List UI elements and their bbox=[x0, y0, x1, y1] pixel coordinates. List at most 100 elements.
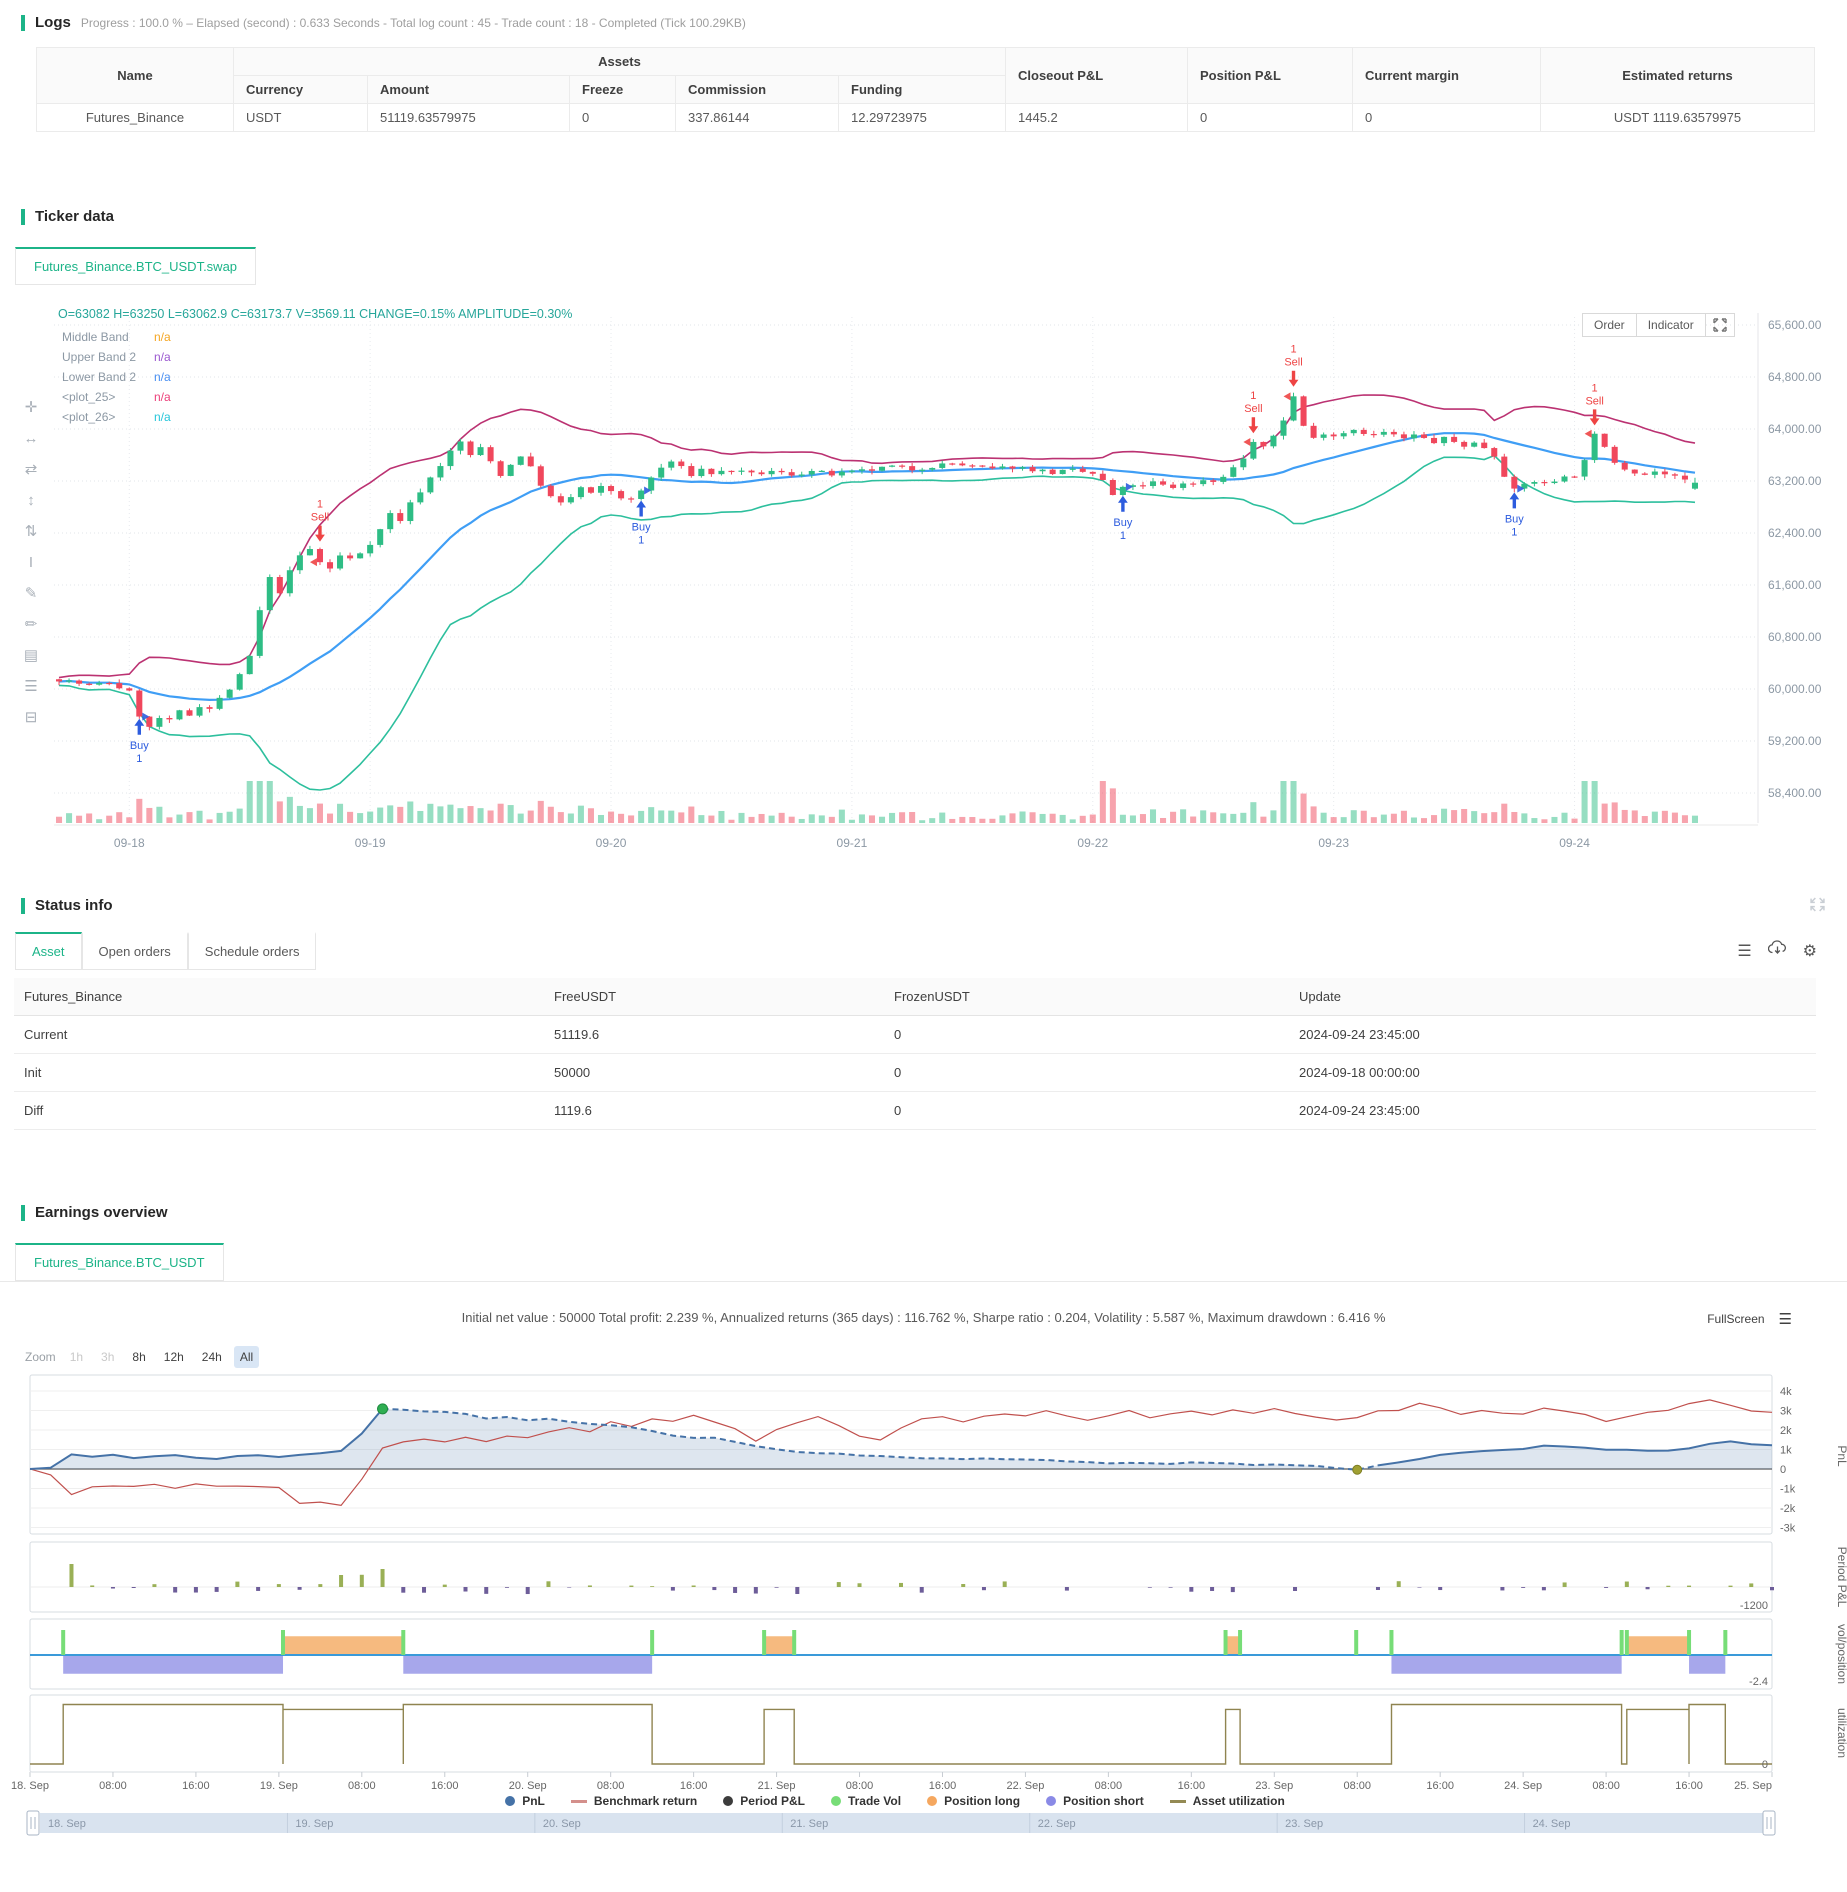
svg-text:-2.4: -2.4 bbox=[1749, 1676, 1768, 1688]
svg-text:22. Sep: 22. Sep bbox=[1038, 1818, 1076, 1830]
range-icon[interactable]: ⇅ bbox=[24, 523, 38, 540]
candle bbox=[949, 463, 956, 465]
settings-lines-icon[interactable]: ☰ bbox=[24, 678, 38, 695]
earnings-chart[interactable]: 4k 3k 2k 1k 0 -1k -2k -3k -1200 -2.4 0 PnL Period P&… bbox=[0, 1372, 1847, 1842]
menu-icon[interactable]: ☰ bbox=[1737, 942, 1752, 960]
candle bbox=[1380, 431, 1387, 435]
candlestick-svg[interactable]: 65,600.00 64,800.00 64,000.00 63,200.00 62,4… bbox=[0, 299, 1847, 857]
cell-update: 2024-09-18 00:00:00 bbox=[1289, 1053, 1816, 1092]
zoom-option-24h[interactable]: 24h bbox=[201, 1350, 222, 1364]
candle bbox=[868, 469, 875, 471]
cell-free: 50000 bbox=[544, 1053, 884, 1092]
svg-text:16:00: 16:00 bbox=[1426, 1780, 1454, 1792]
crosshair-icon[interactable]: ✛ bbox=[24, 399, 38, 416]
candle bbox=[959, 463, 966, 466]
candle bbox=[1441, 436, 1448, 444]
tab-asset[interactable]: Asset bbox=[15, 932, 82, 970]
candle bbox=[326, 562, 334, 569]
candle bbox=[798, 474, 805, 476]
legend-item-period-p-l[interactable]: Period P&L bbox=[723, 1794, 805, 1808]
svg-text:18. Sep: 18. Sep bbox=[11, 1780, 49, 1792]
fullscreen-button[interactable]: FullScreen bbox=[1707, 1312, 1765, 1326]
svg-text:Sell: Sell bbox=[1585, 395, 1603, 407]
svg-text:Sell: Sell bbox=[1244, 403, 1262, 415]
legend-line-icon bbox=[1169, 1799, 1186, 1803]
zoom-option-all[interactable]: All bbox=[233, 1346, 260, 1368]
svg-text:1: 1 bbox=[1250, 390, 1256, 402]
svg-text:16:00: 16:00 bbox=[182, 1780, 210, 1792]
candle bbox=[1240, 458, 1247, 468]
parallel-lines-icon[interactable]: ⇄ bbox=[24, 461, 38, 478]
cell-amount: 51119.63579975 bbox=[367, 103, 570, 132]
zoom-option-8h[interactable]: 8h bbox=[132, 1350, 146, 1364]
indicator-row: <plot_26> n/a bbox=[62, 410, 171, 424]
navigator-right-handle[interactable] bbox=[1762, 1810, 1776, 1836]
pattern-icon[interactable]: ▤ bbox=[23, 647, 39, 664]
svg-text:0: 0 bbox=[1762, 1759, 1768, 1771]
candle bbox=[748, 470, 755, 473]
indicator-row: <plot_25> n/a bbox=[62, 390, 171, 404]
tab-earnings-symbol[interactable]: Futures_Binance.BTC_USDT bbox=[15, 1243, 224, 1281]
trend-line-icon[interactable]: ↔ bbox=[23, 430, 39, 447]
candle bbox=[106, 682, 113, 685]
candle bbox=[858, 469, 865, 471]
candle bbox=[899, 465, 906, 467]
vertical-line-icon[interactable]: ↕ bbox=[27, 492, 35, 509]
legend-item-asset-utilization[interactable]: Asset utilization bbox=[1169, 1794, 1285, 1808]
row-label-diff: Diff bbox=[14, 1091, 544, 1130]
candle bbox=[1601, 433, 1608, 447]
asset-status-table: Futures_Binance FreeUSDT FrozenUSDT Upda… bbox=[14, 978, 1816, 1130]
candle bbox=[1410, 434, 1417, 439]
svg-text:Sell: Sell bbox=[1284, 357, 1302, 369]
cloud-download-icon[interactable] bbox=[1767, 940, 1787, 961]
order-button[interactable]: Order bbox=[1582, 313, 1637, 337]
zoom-option-12h[interactable]: 12h bbox=[163, 1350, 184, 1364]
svg-text:08:00: 08:00 bbox=[1343, 1780, 1371, 1792]
legend-item-benchmark-return[interactable]: Benchmark return bbox=[570, 1794, 697, 1808]
candle bbox=[889, 465, 896, 467]
candle bbox=[818, 470, 825, 473]
legend-item-pnl[interactable]: PnL bbox=[505, 1794, 545, 1808]
svg-text:09-24: 09-24 bbox=[1559, 836, 1590, 850]
indicator-button[interactable]: Indicator bbox=[1636, 313, 1706, 337]
candle bbox=[66, 680, 73, 682]
cell-position: 0 bbox=[1187, 103, 1353, 132]
brush-icon[interactable]: ✏ bbox=[24, 616, 38, 633]
chart-menu-icon[interactable]: ☰ bbox=[1778, 1311, 1792, 1328]
candle bbox=[487, 447, 494, 462]
candlestick-chart[interactable]: ✛ ↔ ⇄ ↕ ⇅ I ✎ ✏ ▤ ☰ ⊟ 65,600.00 64,800.00 64,000.00 6… bbox=[0, 299, 1847, 857]
svg-text:Buy: Buy bbox=[632, 521, 651, 533]
status-expand-icon[interactable] bbox=[1810, 897, 1825, 917]
legend-item-trade-vol[interactable]: Trade Vol bbox=[830, 1794, 901, 1808]
measure-icon[interactable]: I bbox=[28, 554, 34, 571]
trash-icon[interactable]: ⊟ bbox=[24, 709, 38, 726]
svg-text:16:00: 16:00 bbox=[929, 1780, 957, 1792]
col-closeout-pnl: Closeout P&L bbox=[1005, 47, 1188, 104]
candle bbox=[909, 466, 916, 471]
candle bbox=[1521, 483, 1528, 489]
earnings-svg[interactable]: 4k 3k 2k 1k 0 -1k -2k -3k -1200 -2.4 0 PnL Period P&… bbox=[0, 1372, 1847, 1842]
legend-item-position-short[interactable]: Position short bbox=[1046, 1794, 1144, 1808]
gear-icon[interactable]: ⚙ bbox=[1802, 942, 1817, 960]
candle bbox=[1019, 467, 1026, 469]
col-freeze: Freeze bbox=[569, 75, 676, 104]
svg-text:18. Sep: 18. Sep bbox=[48, 1818, 86, 1830]
pencil-icon[interactable]: ✎ bbox=[24, 585, 38, 602]
candle bbox=[286, 570, 293, 594]
svg-text:08:00: 08:00 bbox=[846, 1780, 874, 1792]
table-row: Current 51119.6 0 2024-09-24 23:45:00 bbox=[14, 1015, 1816, 1054]
tab-ticker-symbol[interactable]: Futures_Binance.BTC_USDT.swap bbox=[15, 247, 257, 285]
candle bbox=[1370, 433, 1377, 436]
cell-frozen: 0 bbox=[884, 1015, 1289, 1054]
svg-text:1: 1 bbox=[317, 499, 323, 511]
row-label-current[interactable]: Current bbox=[14, 1015, 544, 1054]
candle bbox=[979, 465, 986, 467]
range-navigator[interactable] bbox=[40, 1813, 1772, 1833]
cell-freeze: 0 bbox=[569, 103, 676, 132]
tab-schedule-orders[interactable]: Schedule orders bbox=[187, 932, 317, 970]
navigator-left-handle[interactable] bbox=[26, 1810, 40, 1836]
col-commission: Commission bbox=[675, 75, 839, 104]
fullscreen-expand-icon[interactable] bbox=[1705, 313, 1735, 337]
legend-item-position-long[interactable]: Position long bbox=[927, 1794, 1020, 1808]
tab-open-orders[interactable]: Open orders bbox=[81, 932, 188, 970]
